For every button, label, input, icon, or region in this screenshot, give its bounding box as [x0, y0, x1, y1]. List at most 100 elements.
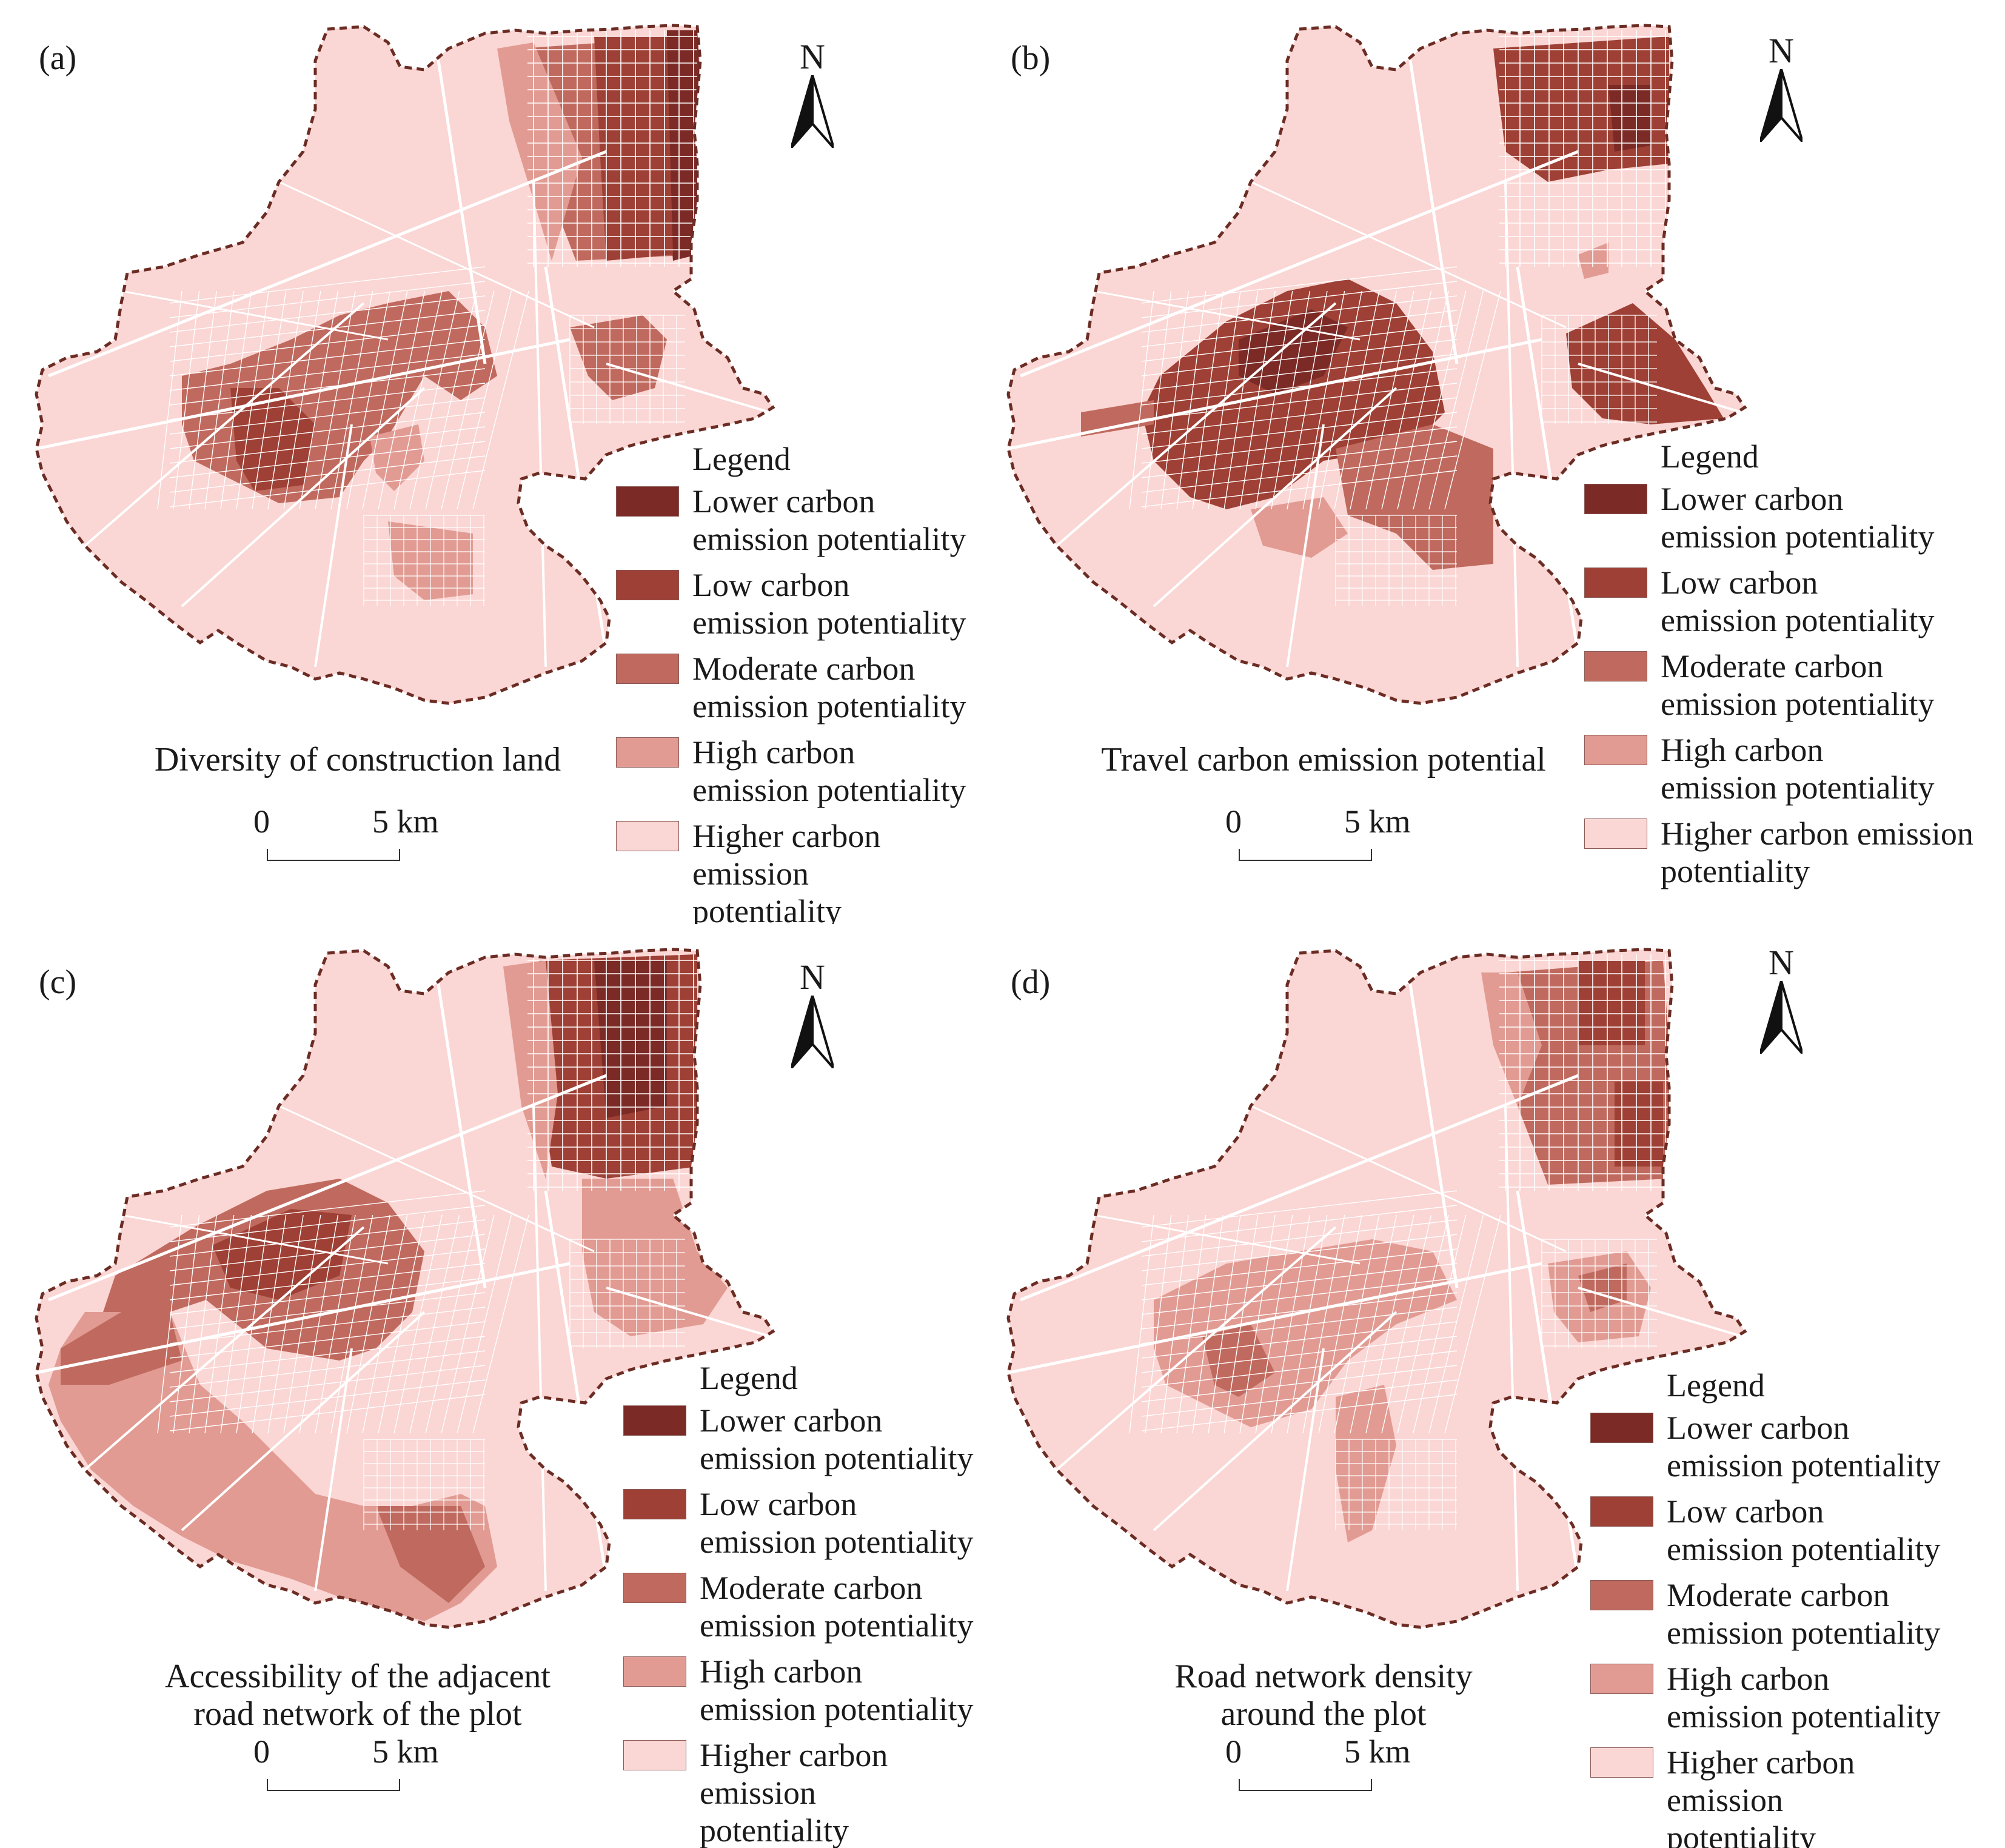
legend-item-low: Low carbon emission potentiality	[1590, 1493, 1974, 1568]
legend-label: Lower carbon emission potentiality	[700, 1402, 974, 1476]
study-area-boundary	[35, 24, 775, 705]
north-letter: N	[800, 957, 825, 997]
legend-title: Legend	[1667, 1367, 1765, 1404]
legend-swatch-moderate	[1590, 1580, 1653, 1610]
legend-item-high: High carbon emission potentiality	[623, 1653, 1002, 1728]
legend-swatch-higher	[1590, 1747, 1653, 1778]
map-b	[1006, 24, 1747, 705]
legend-item-low: Low carbon emission potentiality	[623, 1485, 1002, 1561]
legend-swatch-moderate	[616, 654, 679, 684]
legend-swatch-lower	[1590, 1413, 1653, 1443]
legend-item-low: Low carbon emission potentiality	[1584, 564, 1973, 639]
north-arrow: N	[779, 959, 846, 1068]
legend-swatch-high	[616, 737, 679, 768]
legend-label: Low carbon emission potentiality	[1667, 1493, 1941, 1567]
map-title: Diversity of construction land	[154, 741, 561, 778]
legend-swatch-low	[1590, 1496, 1653, 1527]
legend-label: Low carbon emission potentiality	[1661, 564, 1935, 638]
panel-label: (b)	[1011, 39, 1051, 77]
legend-swatch-moderate	[623, 1573, 686, 1603]
panel-c: (c) N Legend Lower carbon emission poten…	[0, 924, 1002, 1848]
zone-high	[1481, 973, 1542, 1106]
legend-label: Moderate carbon emission potentiality	[692, 651, 966, 725]
panel-a: (a) N Legend Lower carbon emission poten…	[0, 0, 1002, 924]
legend-label: Moderate carbon emission potentiality	[700, 1570, 974, 1644]
panel-label: (a)	[39, 39, 77, 77]
north-arrow: N	[779, 39, 846, 148]
legend: Legend Lower carbon emission potentialit…	[1584, 438, 1973, 899]
legend-swatch-high	[1584, 735, 1647, 765]
north-arrow: N	[1748, 33, 1815, 142]
north-letter: N	[800, 37, 825, 76]
zone-high	[1578, 243, 1608, 279]
study-area-boundary	[1006, 24, 1747, 705]
legend-item-higher: Higher carbon emission potentiality	[1590, 1744, 1974, 1848]
legend-label: High carbon emission potentiality	[700, 1653, 974, 1727]
map-c	[35, 948, 775, 1629]
zone-moderate	[376, 1506, 485, 1603]
road-network	[36, 954, 771, 1592]
zone-low	[1578, 960, 1645, 1045]
legend-swatch-lower	[623, 1405, 686, 1436]
scale-bar: 0 5 km	[1225, 803, 1411, 875]
legend-label: Lower carbon emission potentiality	[1667, 1410, 1941, 1484]
legend-swatch-lower	[616, 486, 679, 517]
north-letter: N	[1769, 31, 1794, 70]
zone-moderate	[1202, 1324, 1275, 1397]
legend-label: Higher carbon emission potentiality	[692, 818, 881, 924]
scale-bar: 0 5 km	[253, 803, 439, 875]
scale-bar: 0 5 km	[253, 1733, 439, 1806]
scale-bar-line	[267, 1779, 400, 1791]
scale-start: 0	[1225, 1733, 1242, 1770]
scale-end: 5 km	[372, 803, 439, 840]
legend-item-lower: Lower carbon emission potentiality	[623, 1402, 1002, 1477]
legend-label: Lower carbon emission potentiality	[1661, 481, 1935, 555]
legend-item-moderate: Moderate carbon emission potentiality	[1584, 648, 1973, 723]
zone-low	[230, 388, 315, 491]
legend-label: Higher carbon emission potentiality	[1667, 1744, 1855, 1848]
zone-lower	[1608, 85, 1651, 152]
legend-title: Legend	[692, 441, 791, 477]
legend-swatch-high	[623, 1656, 686, 1687]
north-arrow-icon	[791, 996, 834, 1068]
scale-start: 0	[253, 1733, 270, 1770]
scale-end: 5 km	[372, 1733, 439, 1770]
scale-start: 0	[1225, 803, 1242, 840]
north-arrow-icon	[791, 75, 834, 148]
legend-swatch-low	[623, 1489, 686, 1519]
legend-swatch-low	[616, 570, 679, 600]
zone-high	[370, 424, 424, 491]
legend-item-moderate: Moderate carbon emission potentiality	[1590, 1576, 1974, 1652]
legend: Legend Lower carbon emission potentialit…	[623, 1359, 1002, 1848]
legend-label: Higher carbon emission potentiality	[1661, 815, 1973, 889]
legend-swatch-higher	[623, 1740, 686, 1770]
zone-high	[497, 42, 582, 261]
legend-swatch-higher	[616, 821, 679, 851]
north-arrow-icon	[1760, 981, 1802, 1054]
scale-start: 0	[253, 803, 270, 840]
zone-low	[212, 1209, 352, 1300]
map-title: Road network density around the plot	[1174, 1658, 1473, 1733]
legend-item-higher: Higher carbon emission potentiality	[1584, 815, 1973, 890]
legend-label: Low carbon emission potentiality	[700, 1486, 974, 1560]
legend-label: Moderate carbon emission potentiality	[1667, 1577, 1941, 1651]
zone-lower	[594, 960, 667, 1118]
legend-item-low: Low carbon emission potentiality	[616, 566, 1002, 641]
legend: Legend Lower carbon emission potentialit…	[616, 440, 1002, 924]
legend-label: Higher carbon emission potentiality	[700, 1737, 888, 1848]
north-arrow: N	[1748, 945, 1815, 1054]
legend-swatch-low	[1584, 567, 1647, 598]
panel-d: (d) N Legend Lower carbon emission poten…	[972, 924, 1974, 1848]
road-network	[1008, 954, 1742, 1592]
legend-label: High carbon emission potentiality	[1667, 1661, 1941, 1735]
scale-end: 5 km	[1344, 803, 1411, 840]
legend-item-lower: Lower carbon emission potentiality	[1584, 480, 1973, 555]
zone-lower	[667, 30, 700, 261]
legend-item-moderate: Moderate carbon emission potentiality	[623, 1569, 1002, 1644]
zone-high	[49, 1312, 497, 1621]
scale-bar: 0 5 km	[1225, 1733, 1411, 1806]
legend-label: Moderate carbon emission potentiality	[1661, 648, 1935, 722]
study-area-boundary	[1006, 948, 1747, 1629]
legend-title: Legend	[1661, 438, 1759, 475]
legend-item-higher: Higher carbon emission potentiality	[623, 1736, 1002, 1848]
